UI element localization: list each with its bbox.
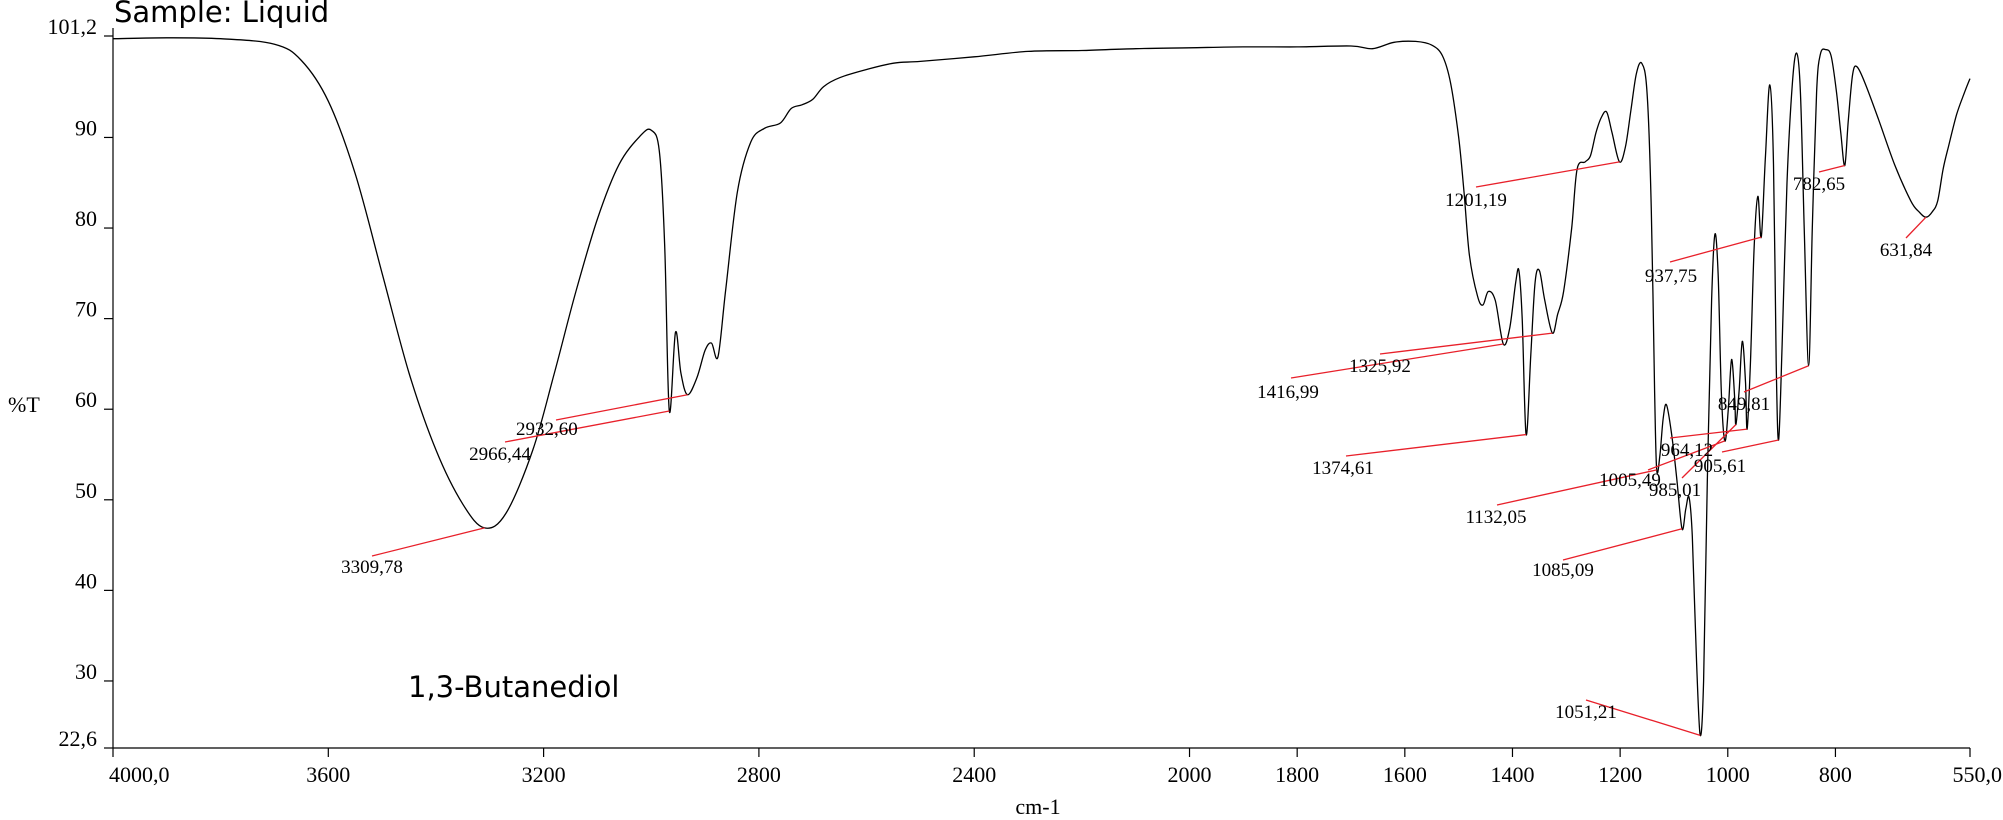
peak-label: 1051,21 <box>1555 702 1617 723</box>
y-tick-label: 70 <box>75 297 97 322</box>
spectrum-line <box>112 37 1971 737</box>
y-tick-label: 40 <box>75 568 97 593</box>
peak-label: 937,75 <box>1645 266 1697 287</box>
peak-label: 1132,05 <box>1465 507 1526 528</box>
peak-label: 1201,19 <box>1445 190 1507 211</box>
y-tick-label: 90 <box>75 115 97 140</box>
peak-marker <box>1721 439 1779 453</box>
peak-marker <box>1290 343 1504 379</box>
x-tick-label: 1200 <box>1598 762 1642 787</box>
peak-marker <box>1585 699 1701 736</box>
x-tick-label: 2400 <box>952 762 996 787</box>
peak-marker <box>1475 161 1620 188</box>
peak-marker <box>1905 216 1927 239</box>
peak-label: 631,84 <box>1880 240 1933 261</box>
axis-ticks: 4000,0 3600 3200 2800 2400 2000 1800 1600 1400 12… <box>48 14 2003 787</box>
x-axis-title: cm-1 <box>1015 794 1060 819</box>
peak-marker <box>1647 440 1726 471</box>
peak-marker <box>1562 528 1683 561</box>
x-tick-label: 550,0 <box>1953 762 2003 787</box>
peak-label: 1374,61 <box>1312 458 1374 479</box>
peak-label: 964,12 <box>1661 440 1713 461</box>
x-tick-label: 3200 <box>522 762 566 787</box>
x-tick-label: 1400 <box>1490 762 1534 787</box>
peak-marker <box>1345 433 1527 457</box>
x-tick-label: 1800 <box>1275 762 1319 787</box>
x-tick-label: 3600 <box>306 762 350 787</box>
x-tick-label: 800 <box>1819 762 1852 787</box>
y-axis-title: %T <box>8 392 40 417</box>
peak-label: 1416,99 <box>1257 382 1319 403</box>
peak-label: 2966,44 <box>469 444 531 465</box>
peak-label: 1325,92 <box>1349 356 1411 377</box>
peak-marker <box>1669 236 1762 263</box>
peak-annotations: 3309,78 2966,44 2932,60 1416,99 1374,61 1325,… <box>341 161 1933 736</box>
peak-marker <box>1743 365 1809 393</box>
x-tick-label: 2800 <box>737 762 781 787</box>
peak-label: 849,81 <box>1718 394 1770 415</box>
x-tick-label: 1600 <box>1383 762 1427 787</box>
y-tick-label: 101,2 <box>48 14 98 39</box>
peak-label: 985,01 <box>1649 480 1701 501</box>
peak-marker <box>1379 332 1553 355</box>
y-tick-label: 80 <box>75 206 97 231</box>
peak-label: 3309,78 <box>341 557 403 578</box>
peak-label: 1005,49 <box>1599 470 1661 491</box>
peak-label: 1085,09 <box>1532 560 1594 581</box>
x-tick-label: 2000 <box>1168 762 1212 787</box>
x-tick-label: 4000,0 <box>109 762 170 787</box>
y-tick-label: 30 <box>75 659 97 684</box>
y-tick-label: 60 <box>75 387 97 412</box>
y-tick-label: 22,6 <box>59 726 98 751</box>
peak-marker <box>1496 469 1657 506</box>
peak-marker <box>555 394 688 421</box>
peak-marker <box>1681 424 1737 479</box>
peak-marker <box>504 410 670 443</box>
peak-marker <box>1669 428 1748 439</box>
compound-label: 1,3-Butanediol <box>408 670 619 704</box>
sample-label: Sample: Liquid <box>114 0 329 29</box>
y-tick-label: 50 <box>75 478 97 503</box>
peak-marker <box>371 527 485 557</box>
peak-marker <box>1818 164 1845 173</box>
x-tick-label: 1000 <box>1706 762 1750 787</box>
peak-label: 2932,60 <box>516 419 578 440</box>
peak-label: 905,61 <box>1694 456 1746 477</box>
peak-label: 782,65 <box>1793 174 1845 195</box>
